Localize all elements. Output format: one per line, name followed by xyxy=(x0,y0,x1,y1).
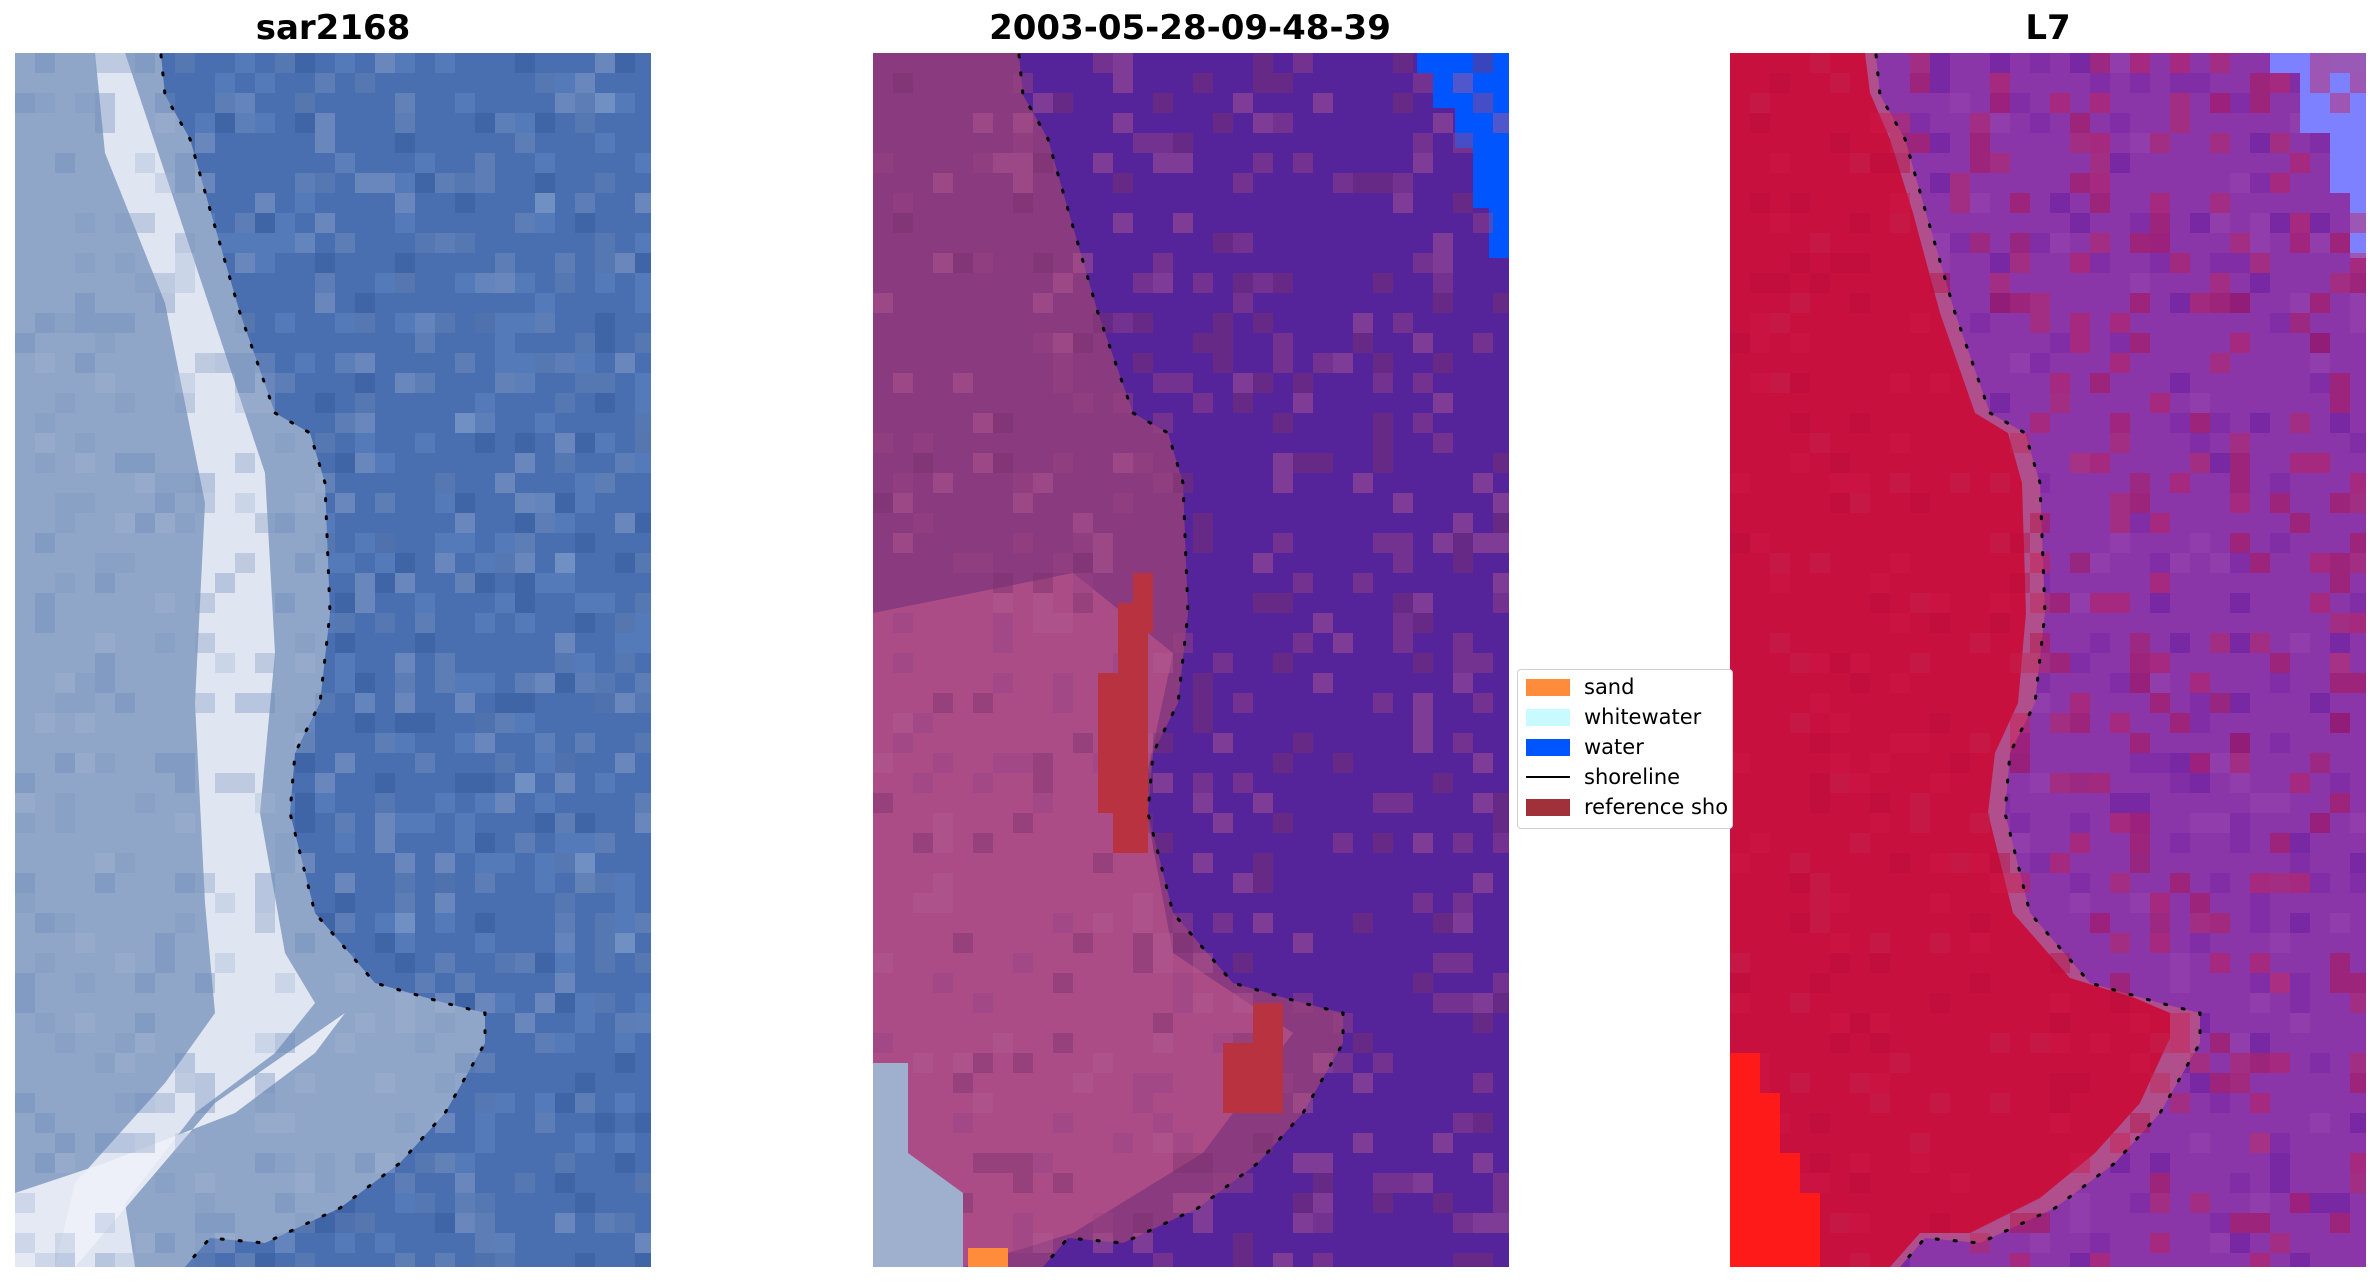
classified-image-panel xyxy=(873,53,1509,1267)
whitewater-ghost xyxy=(873,1063,963,1267)
mndwi-image xyxy=(1730,53,2366,1267)
legend-label-shoreline: shoreline xyxy=(1584,765,1681,789)
panel-title-sar: sar2168 xyxy=(255,8,411,48)
detected-shoreline xyxy=(159,53,487,1267)
detected-shoreline xyxy=(1017,53,1345,1267)
legend-label-whitewater: whitewater xyxy=(1584,705,1702,729)
legend-label-water: water xyxy=(1584,735,1644,759)
legend: sand whitewater water shoreline referenc… xyxy=(1517,669,1733,829)
legend-swatch-shoreline xyxy=(1526,776,1570,778)
land-light-region xyxy=(873,573,1293,1267)
legend-swatch-whitewater xyxy=(1526,708,1570,726)
bright-spit xyxy=(15,1013,345,1267)
legend-swatch-reference-shoreline xyxy=(1526,798,1570,816)
mndwi-image-panel xyxy=(1730,53,2366,1267)
light-blue-region xyxy=(2270,53,2366,258)
reference-shoreline-area xyxy=(1098,573,1153,853)
rgb-image xyxy=(15,53,651,1267)
rgb-image-panel xyxy=(15,53,651,1267)
open-water-class xyxy=(1417,53,1509,258)
land-index-area xyxy=(1730,53,2170,1267)
legend-item-reference-shoreline: reference sho xyxy=(1526,794,1728,820)
legend-swatch-sand xyxy=(1526,678,1570,696)
land-index-texture xyxy=(1730,53,2366,1267)
legend-item-whitewater: whitewater xyxy=(1526,704,1701,730)
bright-red-region xyxy=(1730,1053,1820,1267)
detected-shoreline xyxy=(1874,53,2202,1267)
legend-label-sand: sand xyxy=(1584,675,1635,699)
reference-shoreline-area-south xyxy=(1223,1003,1283,1113)
panel-title-l7: L7 xyxy=(2025,8,2071,48)
legend-item-sand: sand xyxy=(1526,674,1634,700)
legend-label-reference-shoreline: reference sho xyxy=(1584,795,1729,819)
land-class-texture xyxy=(873,53,1509,1267)
sand-class-pixels xyxy=(968,1248,1008,1267)
bright-sand-band xyxy=(55,53,315,1267)
legend-item-water: water xyxy=(1526,734,1644,760)
classified-image xyxy=(873,53,1509,1267)
legend-swatch-water xyxy=(1526,738,1570,756)
legend-item-shoreline: shoreline xyxy=(1526,764,1680,790)
panel-title-date: 2003-05-28-09-48-39 xyxy=(989,8,1391,48)
